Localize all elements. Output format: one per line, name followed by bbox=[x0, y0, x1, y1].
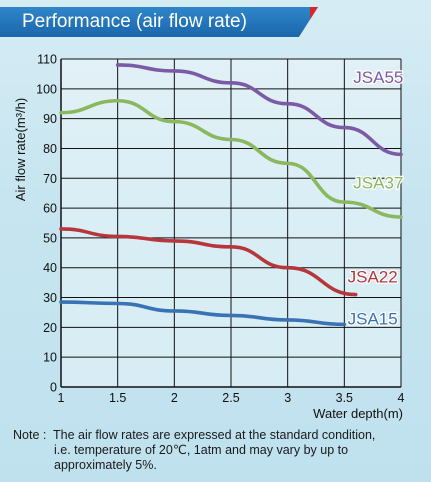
y-tick-label: 110 bbox=[37, 53, 57, 67]
page-title: Performance (air flow rate) bbox=[22, 11, 247, 32]
note-line-2: i.e. temperature of 20℃, 1atm and may va… bbox=[54, 443, 349, 457]
y-tick-label: 20 bbox=[43, 321, 57, 335]
series-label-jsa15: JSA15 bbox=[348, 309, 398, 328]
series-line-jsa15 bbox=[59, 300, 347, 327]
x-tick-label: 3.5 bbox=[336, 391, 353, 405]
x-axis-label: Water depth(m) bbox=[313, 406, 403, 421]
note-line-3: approximately 5%. bbox=[54, 458, 157, 472]
y-tick-label: 70 bbox=[43, 172, 57, 186]
y-tick-label: 90 bbox=[43, 112, 57, 126]
y-tick-label: 80 bbox=[43, 142, 57, 156]
series-label-jsa22: JSA22 bbox=[348, 268, 398, 287]
x-tick-label: 2.5 bbox=[222, 391, 239, 405]
series-line-jsa55 bbox=[115, 63, 403, 157]
y-tick-label: 0 bbox=[50, 381, 57, 395]
y-axis-label: Air flow rate(m³/h) bbox=[13, 98, 28, 201]
note-line-1: The air flow rates are expressed at the … bbox=[53, 428, 376, 442]
y-tick-label: 60 bbox=[43, 202, 57, 216]
x-tick-label: 1 bbox=[58, 391, 65, 405]
y-tick-label: 10 bbox=[43, 351, 57, 365]
y-tick-label: 50 bbox=[43, 231, 57, 245]
title-banner: Performance (air flow rate) bbox=[0, 7, 318, 37]
series-label-jsa37: JSA37 bbox=[353, 174, 403, 193]
note-prefix: Note : bbox=[13, 428, 47, 442]
air-flow-chart: 1 1.5 2 2.5 3 3.5 40102030405060708090100110Wa… bbox=[13, 53, 405, 422]
y-tick-label: 40 bbox=[43, 261, 57, 275]
series-line-jsa37 bbox=[59, 98, 403, 219]
x-tick-label: 3 bbox=[284, 391, 291, 405]
y-tick-label: 100 bbox=[36, 82, 57, 96]
series-line-jsa22 bbox=[59, 227, 358, 297]
footnote: Note : The air flow rates are expressed a… bbox=[13, 428, 423, 473]
x-tick-label: 1.5 bbox=[109, 391, 126, 405]
series-label-jsa55: JSA55 bbox=[353, 68, 403, 87]
y-tick-label: 30 bbox=[43, 291, 57, 305]
x-tick-label: 4 bbox=[398, 391, 405, 405]
x-tick-label: 2 bbox=[171, 391, 178, 405]
